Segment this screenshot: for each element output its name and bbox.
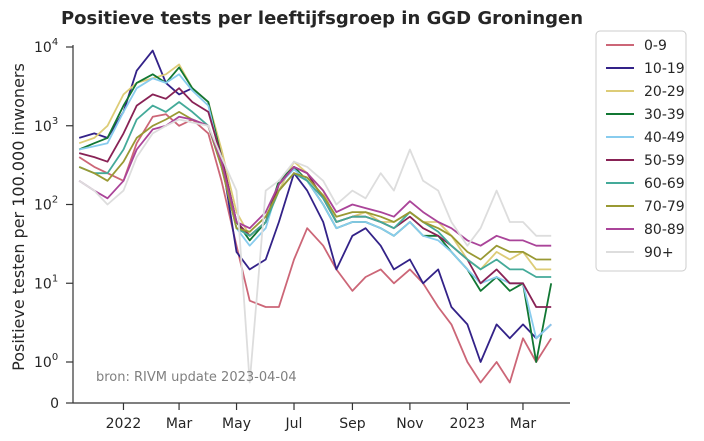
- y-tick-label: 101: [34, 273, 58, 292]
- series-line-90+: [78, 118, 552, 384]
- chart-title: Positieve tests per leeftijfsgroep in GG…: [61, 8, 583, 29]
- plot-lines: [78, 49, 553, 384]
- legend-label: 90+: [644, 245, 674, 261]
- series-line-80-89: [78, 115, 552, 247]
- legend-label: 60-69: [644, 176, 685, 192]
- y-tick-label: 100: [34, 352, 58, 371]
- series-line-10-19: [78, 49, 552, 363]
- series-line-60-69: [78, 101, 552, 278]
- x-axis-ticks: 2022 Mar May Jul Sep Nov 2023 Mar: [106, 403, 537, 432]
- x-tick-label: 2022: [106, 416, 142, 432]
- x-tick-label: May: [222, 416, 251, 432]
- y-tick-label: 102: [34, 195, 58, 214]
- x-tick-label: Nov: [396, 416, 423, 432]
- legend-label: 30-39: [644, 107, 685, 123]
- x-tick-label: 2023: [450, 416, 486, 432]
- series-line-0-9: [78, 113, 552, 384]
- series-line-40-49: [79, 73, 552, 340]
- y-tick-label: 104: [34, 37, 58, 56]
- legend-label: 10-19: [644, 61, 685, 77]
- source-note: bron: RIVM update 2023-04-04: [96, 370, 297, 385]
- series-line-30-39: [78, 66, 553, 363]
- legend: 0-9 10-19 20-29 30-39 40-49 50-59 60-69 70-79 80…: [595, 30, 687, 272]
- legend-label: 20-29: [644, 84, 685, 100]
- legend-label: 40-49: [644, 130, 685, 146]
- x-tick-label: Mar: [510, 416, 537, 432]
- legend-label: 70-79: [644, 199, 685, 215]
- y-tick-label: 103: [34, 116, 58, 135]
- y-axis-label: Positieve testen per 100.000 inwoners: [9, 63, 28, 371]
- legend-label: 80-89: [644, 222, 685, 238]
- y-axis-ticks: 0 100 101 102 103 104: [34, 37, 73, 412]
- y-tick-label: 0: [50, 396, 59, 412]
- x-tick-label: Mar: [166, 416, 193, 432]
- x-tick-label: Sep: [339, 416, 366, 432]
- legend-label: 0-9: [644, 38, 667, 54]
- x-tick-label: Jul: [285, 416, 303, 432]
- legend-label: 50-59: [644, 153, 685, 169]
- series-line-70-79: [78, 111, 552, 261]
